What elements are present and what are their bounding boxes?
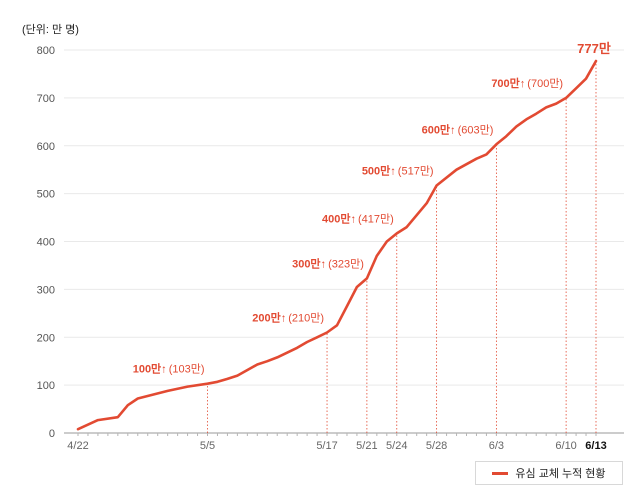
annotation-main: 400만↑ [322, 211, 356, 225]
y-tick-label: 200 [37, 332, 55, 344]
annotation-label: 200만↑ (210만) [252, 310, 324, 324]
y-tick-label: 800 [37, 45, 55, 57]
annotation-sub: (323만) [328, 257, 364, 270]
annotation-sub: (603만) [458, 123, 494, 136]
annotation-sub: (700만) [527, 77, 563, 90]
x-tick-label: 4/22 [67, 440, 88, 452]
y-tick-label: 0 [49, 428, 55, 440]
annotation-sub: (103만) [169, 363, 205, 376]
y-tick-label: 600 [37, 141, 55, 153]
y-tick-label: 100 [37, 380, 55, 392]
legend-line-swatch [492, 471, 509, 475]
x-tick-label: 6/10 [555, 440, 576, 452]
annotation-label: 400만↑ (417만) [322, 211, 394, 225]
annotation-main: 700만↑ [491, 76, 525, 90]
annotation-label: 700만↑ (700만) [491, 76, 563, 90]
annotation-sub: (417만) [358, 212, 394, 225]
y-tick-label: 700 [37, 93, 55, 105]
y-tick-label: 400 [37, 237, 55, 249]
annotation-label: 300만↑ (323만) [292, 256, 364, 270]
series-line [76, 59, 598, 431]
annotation-label: 500만↑ (517만) [362, 163, 434, 177]
x-tick-label: 5/5 [200, 440, 215, 452]
annotation-main: 100만↑ [133, 362, 167, 376]
x-tick-label: 6/13 [585, 440, 606, 452]
x-tick-label: 5/21 [356, 440, 377, 452]
y-tick-label: 300 [37, 284, 55, 296]
x-tick-label: 5/28 [426, 440, 447, 452]
annotation-label: 100만↑ (103만) [133, 362, 205, 376]
x-tick-label: 6/3 [489, 440, 504, 452]
y-tick-label: 500 [37, 189, 55, 201]
annotation-sub: (517만) [398, 164, 434, 177]
x-tick-label: 5/17 [316, 440, 337, 452]
x-tick-label: 5/24 [386, 440, 407, 452]
annotation-main: 600만↑ [422, 122, 456, 136]
annotation-sub: (210만) [288, 311, 324, 324]
legend-label: 유심 교체 누적 현황 [515, 468, 606, 480]
annotation-main: 200만↑ [252, 310, 286, 324]
annotation-label-final: 777만 [577, 41, 611, 56]
annotation-main: 300만↑ [292, 256, 326, 270]
chart-legend: 유심 교체 누적 현황 [475, 461, 623, 485]
annotation-main: 500만↑ [362, 163, 396, 177]
annotation-label: 600만↑ (603만) [422, 122, 494, 136]
unit-label: (단위: 만 명) [22, 24, 79, 36]
